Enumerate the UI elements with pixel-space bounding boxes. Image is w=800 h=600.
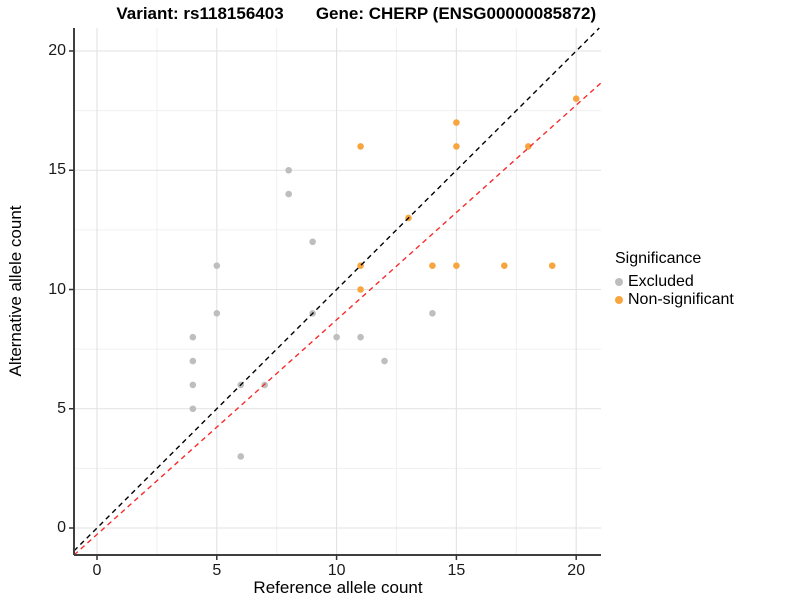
data-point-non-significant (453, 262, 460, 269)
data-point-non-significant (453, 119, 460, 126)
data-point-excluded (189, 381, 197, 389)
non-significant-point-swatch-icon (615, 296, 623, 304)
x-tick-label: 5 (212, 562, 222, 579)
data-point-excluded (357, 333, 364, 341)
excluded-point-swatch-icon (615, 278, 623, 286)
x-tick-label: 20 (567, 562, 586, 579)
reference-line-fit (73, 82, 602, 556)
data-point-non-significant (429, 262, 436, 269)
data-point-non-significant (572, 95, 580, 102)
data-point-non-significant (357, 143, 364, 150)
plot-title-variant: Variant: rs118156403 (116, 4, 284, 23)
y-tick-label: 15 (48, 161, 66, 179)
data-point-excluded (381, 357, 388, 365)
data-point-excluded (285, 166, 292, 174)
reference-line-identity (73, 27, 600, 552)
data-point-non-significant (524, 143, 532, 150)
x-tick-label: 10 (327, 562, 346, 579)
data-point-excluded (189, 333, 197, 341)
data-point-excluded (189, 405, 197, 413)
data-point-excluded (309, 238, 316, 246)
y-tick-label: 5 (57, 399, 66, 417)
x-tick-label: 0 (92, 562, 102, 579)
data-point-excluded (213, 262, 221, 269)
data-point-excluded (237, 453, 245, 460)
legend-title: Significance (615, 250, 702, 267)
x-tick-label: 15 (447, 562, 466, 579)
plot-title-gene: Gene: CHERP (ENSG00000085872) (315, 4, 597, 23)
data-point-non-significant (548, 262, 556, 269)
data-point-excluded (429, 310, 436, 317)
data-point-excluded (189, 357, 197, 365)
legend-item-excluded: Excluded (615, 273, 734, 291)
x-axis-title: Reference allele count (253, 578, 423, 597)
data-point-excluded (213, 310, 221, 317)
data-point-non-significant (501, 262, 508, 269)
y-tick-label: 0 (57, 519, 66, 536)
legend-item-non-significant-label: Non-significant (628, 291, 734, 308)
data-point-excluded (285, 190, 292, 198)
data-point-non-significant (453, 143, 460, 150)
y-tick-label: 10 (48, 280, 66, 298)
data-point-excluded (333, 333, 340, 341)
y-tick-label: 20 (48, 42, 66, 59)
legend: Significance Excluded Non-significant (615, 250, 734, 309)
data-point-non-significant (357, 286, 364, 293)
legend-item-excluded-label: Excluded (628, 273, 694, 290)
legend-item-non-significant: Non-significant (615, 291, 734, 309)
